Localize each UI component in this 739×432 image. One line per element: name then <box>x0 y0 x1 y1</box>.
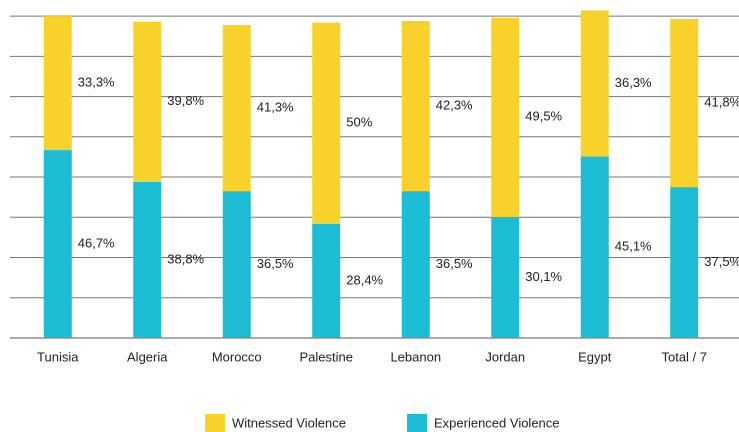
legend-swatch <box>407 414 427 432</box>
value-label: 39,8% <box>167 93 204 108</box>
x-tick-label: Total / 7 <box>661 349 707 364</box>
value-label: 38,8% <box>167 251 204 266</box>
value-label: 37,5% <box>704 254 739 269</box>
legend-label: Experienced Violence <box>434 415 560 430</box>
bar-segment <box>401 191 430 338</box>
x-tick-label: Tunisia <box>37 349 79 364</box>
value-label: 50% <box>346 115 372 130</box>
value-label: 33,3% <box>78 75 115 90</box>
value-label: 41,3% <box>257 99 294 114</box>
value-label: 49,5% <box>525 109 562 124</box>
value-label: 36,5% <box>257 256 294 271</box>
bar-segment <box>133 21 162 182</box>
legend-swatch <box>205 414 225 432</box>
x-tick-label: Morocco <box>212 349 262 364</box>
bar-segment <box>491 17 520 217</box>
x-tick-label: Egypt <box>578 349 612 364</box>
x-tick-label: Jordan <box>485 349 525 364</box>
value-label: 28,4% <box>346 272 383 287</box>
bar-segment <box>670 187 699 338</box>
bar-segment <box>312 223 341 338</box>
bar-segment <box>222 191 251 338</box>
value-label: 45,1% <box>615 239 652 254</box>
bar-segment <box>43 150 72 338</box>
bar-segment <box>670 18 699 188</box>
bar-segment <box>580 10 609 157</box>
legend-label: Witnessed Violence <box>232 415 346 430</box>
bar-segment <box>491 216 520 338</box>
bar-segment <box>401 20 430 192</box>
x-tick-label: Lebanon <box>390 349 441 364</box>
value-label: 30,1% <box>525 269 562 284</box>
bar-segment <box>580 156 609 338</box>
value-label: 36,5% <box>436 256 473 271</box>
x-tick-label: Palestine <box>300 349 353 364</box>
bar-segment <box>43 16 72 151</box>
x-tick-label: Algeria <box>127 349 168 364</box>
bar-segment <box>312 22 341 224</box>
value-label: 36,3% <box>615 75 652 90</box>
bar-segment <box>222 24 251 192</box>
value-label: 46,7% <box>78 235 115 250</box>
value-label: 41,8% <box>704 94 739 109</box>
bar-segment <box>133 181 162 338</box>
value-label: 42,3% <box>436 97 473 112</box>
